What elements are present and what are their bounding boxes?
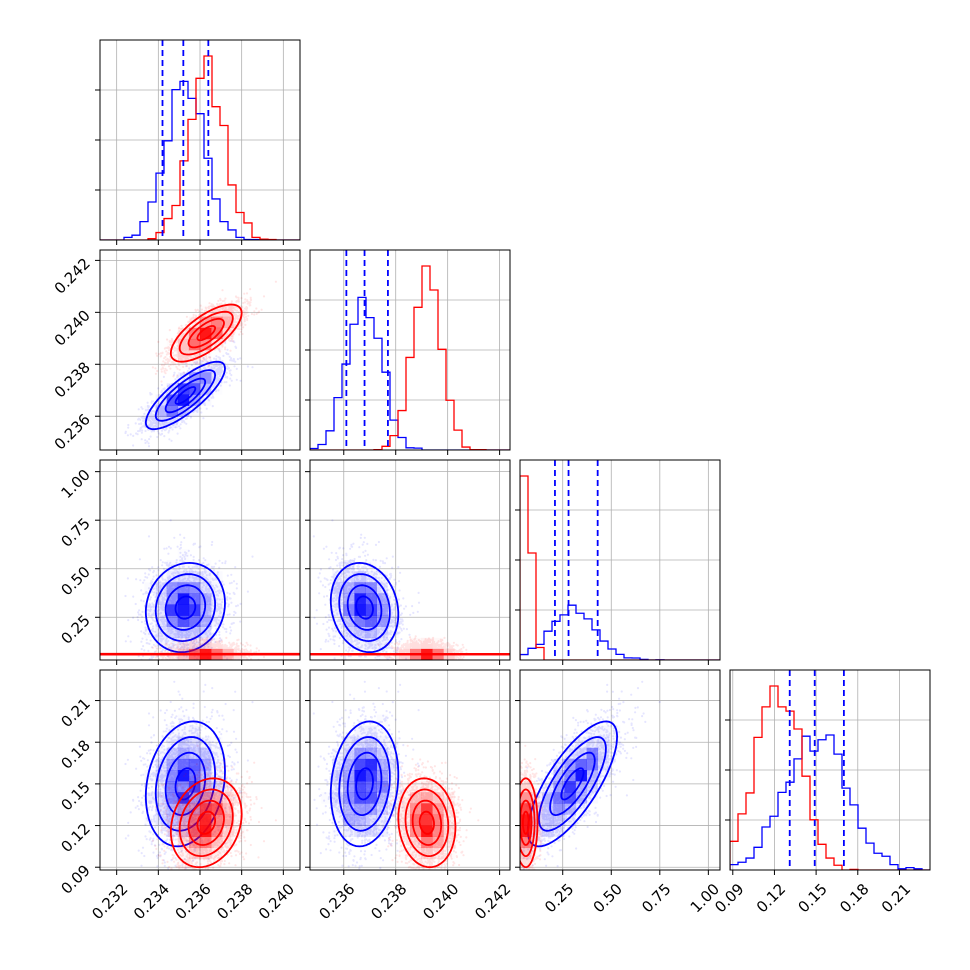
contour-p2-p3-series-1-level-2 (520, 788, 536, 858)
contour-p0-p1-series-0-level-2 (154, 369, 217, 422)
contour-p0-p2-series-0-level-2 (154, 573, 217, 643)
y-tick-label-p3-3: 0.18 (57, 736, 93, 772)
contour-p1-p3-series-0-level-0 (355, 767, 374, 801)
x-tick-label-p1-3: 0.242 (471, 880, 514, 923)
y-tick-label-p1-2: 0.240 (51, 306, 94, 349)
y-tick-label-p3-4: 0.21 (57, 695, 93, 731)
scatter-panel-p0-p2 (100, 460, 300, 660)
hist-panel-p3 (730, 670, 930, 870)
x-tick-label-p2-1: 0.50 (590, 880, 626, 916)
y-tick-label-p3-0: 0.09 (57, 861, 93, 897)
contour-p0-p3-series-0-level-0 (174, 767, 197, 801)
contour-p0-p1-series-1-level-2 (178, 310, 234, 356)
contour-p2-p3-series-0-level-1 (549, 751, 596, 817)
contour-p2-p3-series-1-level-3 (520, 777, 539, 869)
y-tick-label-p2-2: 0.75 (57, 514, 93, 550)
contour-p2-p3-series-0-level-0 (560, 767, 585, 801)
contour-p2-p3-series-0-level-2 (537, 736, 607, 832)
contour-p2-p3-series-1-level-0 (522, 810, 530, 835)
contour-p1-p2-series-0-level-2 (338, 573, 391, 643)
contour-p0-p1-series-1-level-1 (187, 317, 225, 349)
contour-p2-p3-series-1-level-1 (520, 799, 533, 846)
scatter-panel-p2-p3 (520, 670, 720, 870)
contour-p1-p2-series-0-level-3 (329, 561, 400, 654)
hist-panel-p1 (310, 250, 510, 450)
contour-p0-p3-series-1-level-3 (169, 777, 243, 869)
x-tick-label-p3-3: 0.18 (836, 880, 872, 916)
contour-p1-p2-series-0-level-0 (355, 595, 374, 620)
contour-p1-p3-series-1-level-0 (418, 810, 435, 835)
scatter-panel-p0-p3 (100, 670, 300, 870)
y-tick-label-p3-2: 0.15 (57, 778, 93, 814)
contour-p1-p3-series-0-level-2 (338, 736, 391, 832)
x-tick-label-p0-3: 0.238 (213, 880, 256, 923)
contour-p1-p3-series-1-level-2 (404, 788, 450, 858)
contour-p0-p3-series-0-level-3 (144, 720, 226, 848)
y-tick-label-p2-1: 0.50 (57, 563, 93, 599)
contour-p1-p3-series-1-level-3 (397, 777, 457, 869)
histogram-p0-series-1 (100, 55, 300, 240)
contour-p0-p2-series-0-level-1 (164, 584, 207, 631)
y-tick-label-p1-0: 0.236 (51, 410, 94, 453)
x-tick-label-p0-4: 0.240 (255, 880, 298, 923)
contour-p0-p3-series-1-level-2 (178, 788, 234, 858)
x-tick-label-p3-2: 0.15 (795, 880, 831, 916)
x-tick-label-p0-0: 0.232 (88, 880, 131, 923)
histogram-p2-series-0 (520, 604, 720, 660)
contour-p0-p2-series-0-level-3 (144, 561, 226, 654)
contour-p1-p2-series-0-level-1 (346, 584, 383, 631)
x-tick-label-p1-2: 0.240 (419, 880, 462, 923)
scatter-panel-p0-p1 (100, 250, 300, 450)
contour-p0-p1-series-0-level-1 (164, 377, 207, 414)
x-tick-label-p0-2: 0.236 (172, 880, 215, 923)
contour-p0-p2-series-0-level-0 (174, 595, 197, 620)
hist-panel-p2 (520, 460, 720, 660)
hist-panel-p0 (100, 40, 300, 240)
y-tick-label-p1-3: 0.242 (51, 254, 94, 297)
x-tick-label-p3-4: 0.21 (878, 880, 914, 916)
contour-p0-p1-series-1-level-0 (196, 325, 216, 342)
x-tick-label-p3-1: 0.12 (753, 880, 789, 916)
histogram-p1-series-1 (310, 265, 510, 450)
x-tick-label-p0-1: 0.234 (130, 880, 173, 923)
contour-p0-p1-series-0-level-3 (144, 360, 226, 431)
contour-p0-p1-series-1-level-3 (169, 303, 243, 363)
histogram-p2-series-1 (520, 475, 720, 660)
x-tick-label-p1-0: 0.236 (315, 880, 358, 923)
scatter-panel-p1-p2 (310, 460, 510, 660)
contour-p1-p3-series-0-level-1 (346, 751, 383, 817)
contour-p1-p3-series-1-level-1 (411, 799, 443, 846)
y-tick-label-p1-1: 0.238 (51, 358, 94, 401)
contour-p0-p3-series-1-level-0 (196, 810, 216, 835)
x-tick-label-p2-2: 0.75 (638, 880, 674, 916)
contour-p0-p3-series-1-level-1 (187, 799, 225, 846)
y-tick-label-p2-0: 0.25 (57, 611, 93, 647)
histogram-p1-series-0 (310, 296, 510, 450)
scatter-panel-p1-p3 (310, 670, 510, 870)
x-tick-label-p2-0: 0.25 (541, 880, 577, 916)
histogram-p3-series-1 (730, 685, 930, 870)
y-tick-label-p3-1: 0.12 (57, 820, 93, 856)
histogram-p3-series-0 (730, 734, 930, 870)
y-tick-label-p2-3: 1.00 (57, 466, 93, 502)
x-tick-label-p1-1: 0.238 (367, 880, 410, 923)
contour-p1-p3-series-0-level-3 (329, 720, 400, 848)
contour-p0-p1-series-0-level-0 (174, 386, 197, 405)
